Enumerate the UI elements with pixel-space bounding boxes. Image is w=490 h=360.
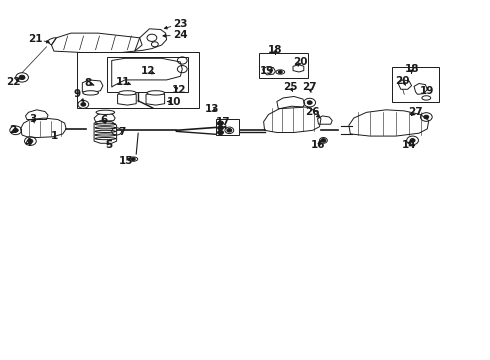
Circle shape	[81, 103, 86, 106]
Text: 5: 5	[105, 140, 112, 150]
Text: 2: 2	[9, 125, 16, 135]
Text: 18: 18	[268, 45, 283, 55]
Bar	[77, 52, 199, 108]
Text: 11: 11	[116, 77, 131, 87]
Text: 26: 26	[305, 107, 320, 117]
Text: 10: 10	[167, 96, 181, 107]
Bar	[259, 53, 308, 78]
Ellipse shape	[319, 138, 327, 143]
Text: 15: 15	[119, 156, 134, 166]
Circle shape	[13, 129, 18, 132]
Text: 27: 27	[408, 107, 423, 117]
Circle shape	[28, 139, 33, 143]
Circle shape	[424, 115, 429, 119]
Text: 19: 19	[260, 66, 274, 76]
Text: 1: 1	[51, 131, 58, 141]
Text: 6: 6	[100, 114, 107, 125]
Text: 13: 13	[204, 104, 219, 114]
Text: 17: 17	[216, 117, 230, 127]
Circle shape	[227, 129, 232, 132]
Text: 20: 20	[293, 57, 307, 67]
Text: 27: 27	[302, 82, 317, 92]
Text: 20: 20	[395, 76, 410, 86]
Circle shape	[410, 139, 415, 142]
Ellipse shape	[422, 96, 431, 100]
Text: 9: 9	[74, 89, 81, 99]
Circle shape	[131, 158, 135, 161]
Circle shape	[218, 126, 223, 130]
Ellipse shape	[119, 91, 136, 95]
Ellipse shape	[147, 91, 165, 95]
Text: 4: 4	[24, 138, 32, 148]
Circle shape	[307, 101, 312, 104]
Ellipse shape	[276, 70, 285, 74]
Ellipse shape	[95, 127, 116, 129]
Bar	[107, 57, 188, 92]
Text: 25: 25	[283, 82, 297, 92]
Circle shape	[218, 121, 223, 125]
Text: 23: 23	[173, 19, 188, 29]
Ellipse shape	[129, 157, 138, 161]
Text: 3: 3	[30, 114, 37, 124]
Ellipse shape	[95, 123, 116, 125]
Circle shape	[218, 130, 223, 135]
Circle shape	[278, 71, 282, 73]
Ellipse shape	[83, 91, 98, 95]
Text: 8: 8	[85, 78, 92, 88]
Text: 12: 12	[141, 66, 155, 76]
Ellipse shape	[95, 134, 116, 136]
Text: 21: 21	[28, 34, 43, 44]
Text: 18: 18	[404, 64, 419, 74]
Text: 7: 7	[118, 127, 125, 138]
Circle shape	[19, 75, 25, 80]
Text: 14: 14	[402, 140, 416, 150]
Text: 16: 16	[311, 140, 326, 150]
Text: 22: 22	[6, 77, 21, 87]
Ellipse shape	[225, 127, 234, 134]
Ellipse shape	[96, 110, 115, 114]
Text: 24: 24	[173, 30, 188, 40]
Bar	[392, 67, 439, 102]
Circle shape	[321, 139, 326, 142]
Ellipse shape	[95, 138, 116, 140]
Text: 12: 12	[172, 85, 186, 95]
Bar	[216, 119, 239, 135]
Text: 19: 19	[420, 86, 435, 96]
Ellipse shape	[95, 130, 116, 132]
